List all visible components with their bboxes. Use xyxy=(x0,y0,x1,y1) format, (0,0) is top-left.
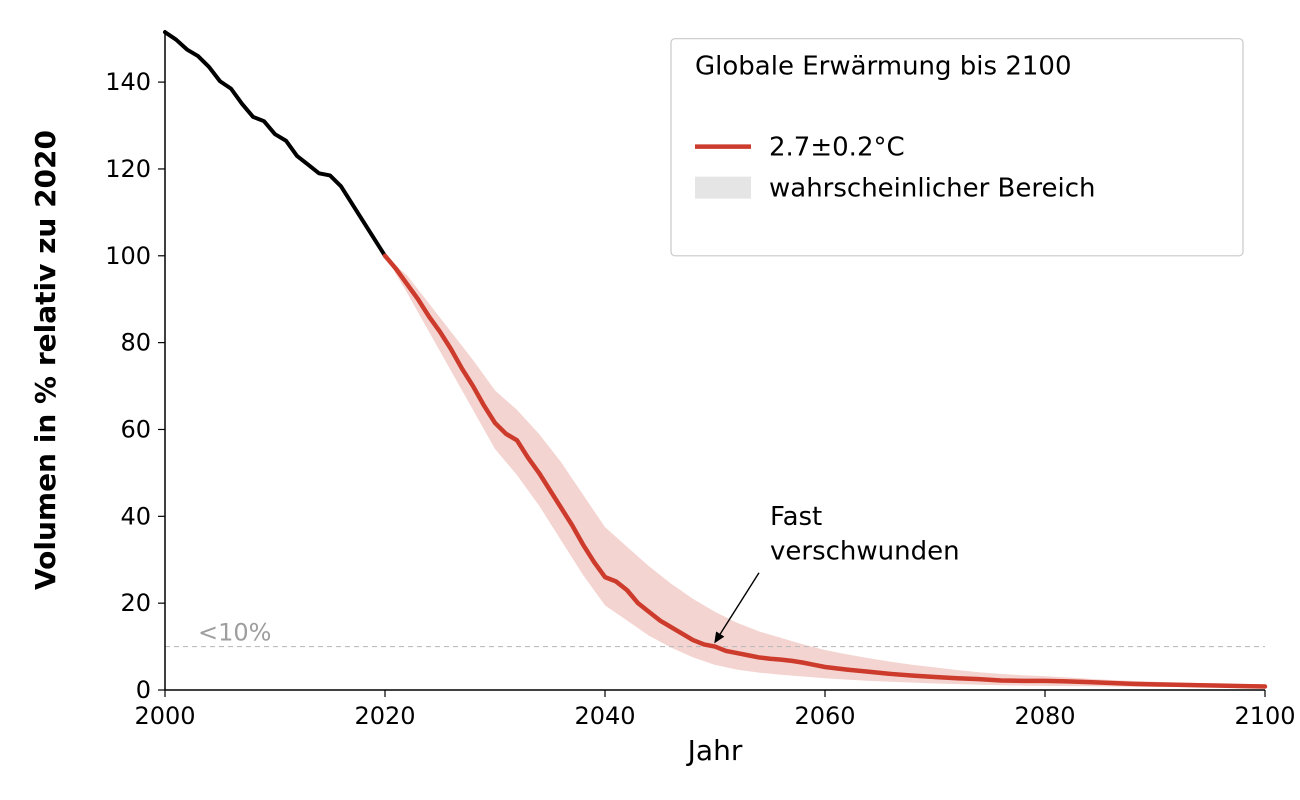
y-tick-label: 60 xyxy=(120,415,151,443)
y-tick-label: 40 xyxy=(120,502,151,530)
legend-swatch-patch xyxy=(695,177,751,199)
legend-item-1-label: wahrscheinlicher Bereich xyxy=(769,174,1096,204)
x-tick-label: 2000 xyxy=(134,702,195,730)
reference-label: <10% xyxy=(198,619,271,647)
legend-item-0-label: 2.7±0.2°C xyxy=(769,133,905,163)
x-tick-label: 2080 xyxy=(1014,702,1075,730)
x-tick-label: 2060 xyxy=(794,702,855,730)
chart-container: <10%200020202040206020802100020406080100… xyxy=(0,0,1300,800)
y-axis-title: Volumen in % relativ zu 2020 xyxy=(29,130,62,590)
annotation-line1: Fast xyxy=(770,502,822,532)
chart-svg: <10%200020202040206020802100020406080100… xyxy=(0,0,1300,800)
x-tick-label: 2100 xyxy=(1234,702,1295,730)
annotation-line2: verschwunden xyxy=(770,537,960,567)
y-tick-label: 120 xyxy=(105,155,151,183)
legend-title: Globale Erwärmung bis 2100 xyxy=(695,52,1072,82)
x-axis-title: Jahr xyxy=(686,734,743,767)
x-tick-label: 2020 xyxy=(354,702,415,730)
y-tick-label: 0 xyxy=(136,676,151,704)
y-tick-label: 100 xyxy=(105,242,151,270)
y-tick-label: 140 xyxy=(105,68,151,96)
y-tick-label: 80 xyxy=(120,329,151,357)
x-tick-label: 2040 xyxy=(574,702,635,730)
y-tick-label: 20 xyxy=(120,589,151,617)
